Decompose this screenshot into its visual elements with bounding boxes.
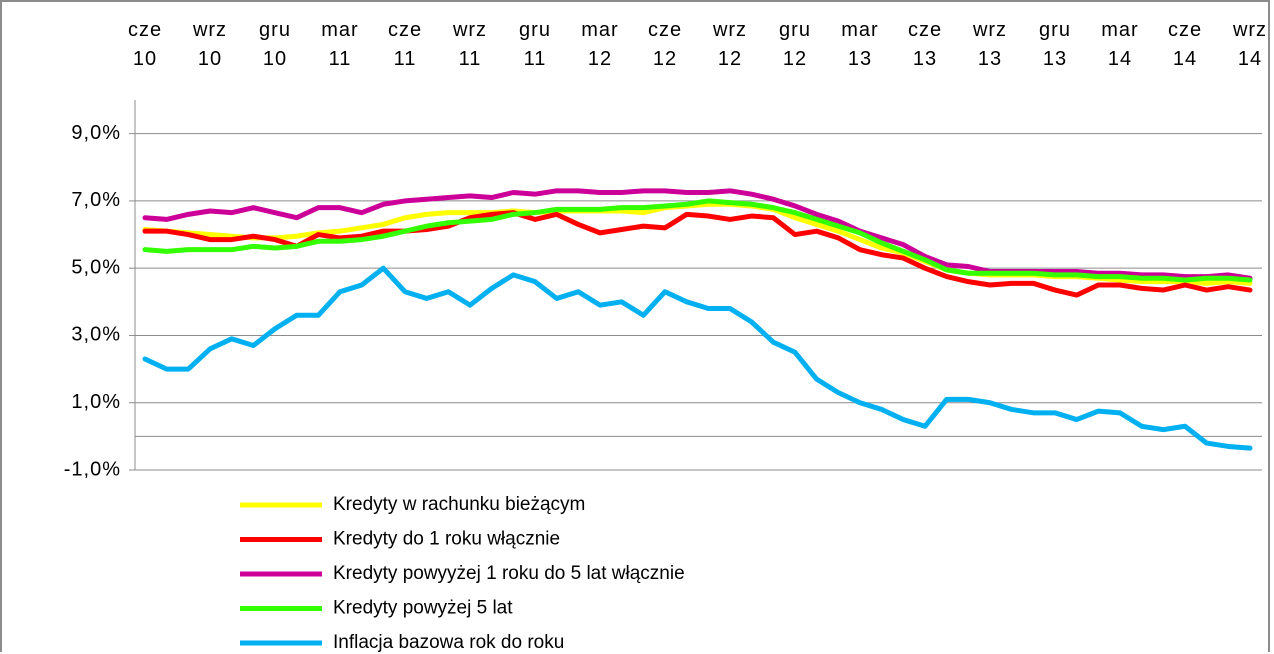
x-tick-label: cze 14 <box>1167 19 1203 70</box>
y-tick-label: 7,0% <box>71 189 121 211</box>
x-tick-label: gru 12 <box>779 19 811 70</box>
x-tick-label: cze 10 <box>127 19 163 70</box>
legend-label: Kredyty do 1 roku włącznie <box>333 529 560 550</box>
x-tick-label: mar 13 <box>841 19 879 70</box>
y-tick-label: 3,0% <box>71 324 121 346</box>
x-tick-label: mar 11 <box>321 19 359 70</box>
legend-label: Kredyty powyżej 5 lat <box>333 598 513 619</box>
x-tick-label: wrz 11 <box>452 19 488 70</box>
x-tick-label: gru 11 <box>519 19 551 70</box>
x-tick-label: wrz 12 <box>712 19 748 70</box>
y-tick-label: -1,0% <box>64 458 121 480</box>
x-tick-label: cze 11 <box>387 19 423 70</box>
legend-label: Kredyty w rachunku bieżącym <box>333 494 585 515</box>
x-tick-label: wrz 10 <box>192 19 228 70</box>
x-tick-label: gru 13 <box>1039 19 1071 70</box>
x-tick-label: cze 13 <box>907 19 943 70</box>
y-tick-label: 1,0% <box>71 391 121 413</box>
series-line <box>142 198 1253 283</box>
x-tick-label: wrz 14 <box>1232 19 1268 70</box>
x-tick-label: wrz 13 <box>972 19 1008 70</box>
x-tick-label: gru 10 <box>259 19 291 70</box>
x-tick-label: mar 12 <box>581 19 619 70</box>
y-tick-label: 9,0% <box>71 122 121 144</box>
series-line <box>142 188 1253 281</box>
legend-label: Kredyty powyyżej 1 roku do 5 lat włączni… <box>333 563 685 584</box>
x-tick-label: mar 14 <box>1101 19 1139 70</box>
series-line <box>142 210 1253 298</box>
y-tick-label: 5,0% <box>71 256 121 278</box>
x-tick-label: cze 12 <box>647 19 683 70</box>
legend-label: Inflacja bazowa rok do roku <box>333 632 564 653</box>
series-line <box>142 265 1253 451</box>
